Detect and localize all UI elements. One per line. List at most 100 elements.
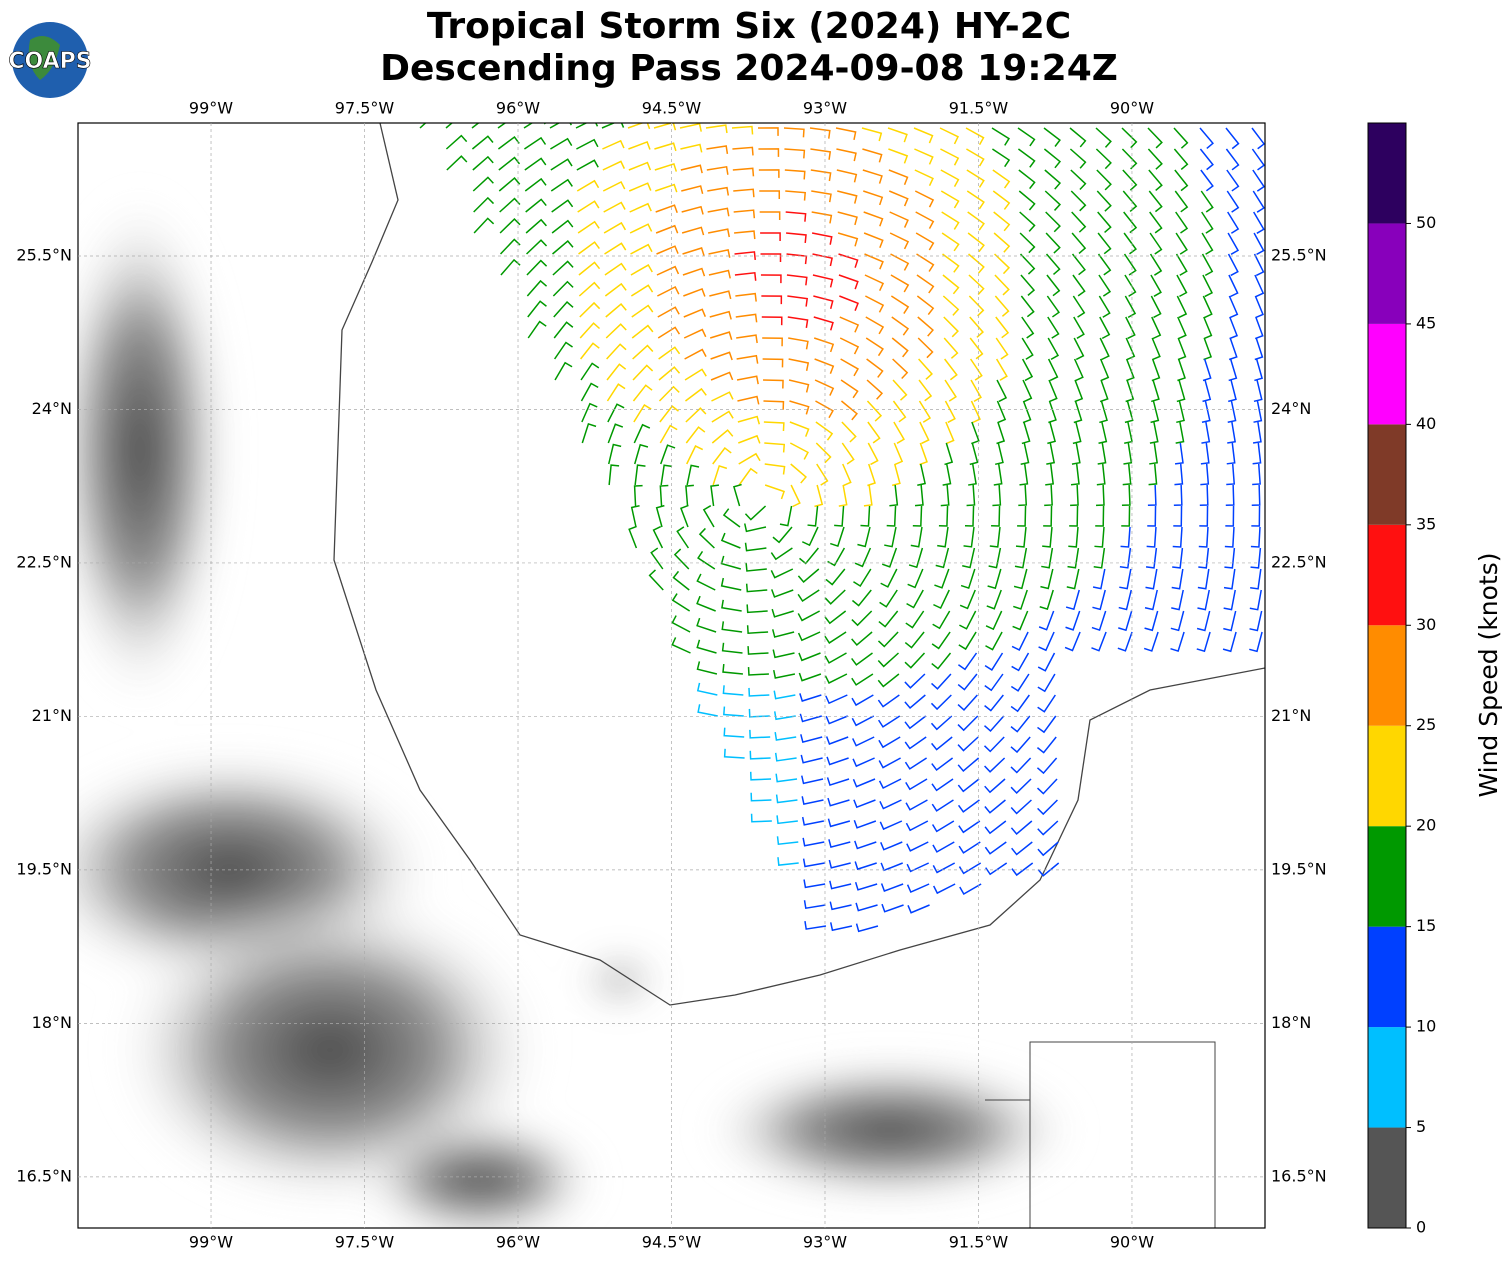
wind-barb xyxy=(1171,589,1184,611)
wind-barb xyxy=(910,526,923,548)
wind-barb xyxy=(1149,442,1159,465)
wind-barb xyxy=(880,841,903,851)
wind-barb xyxy=(943,337,959,359)
wind-barb xyxy=(527,300,547,318)
wind-barb xyxy=(788,379,810,393)
wind-barb xyxy=(1175,232,1188,255)
wind-barb xyxy=(1199,127,1214,150)
wind-barb xyxy=(1120,526,1131,548)
wind-barb xyxy=(1045,232,1061,254)
wind-barb xyxy=(685,387,707,402)
wind-barb xyxy=(697,550,716,570)
colorbar-segment xyxy=(1368,424,1406,525)
wind-barb xyxy=(709,310,732,320)
wind-barb xyxy=(774,752,797,762)
wind-barb xyxy=(1201,253,1214,277)
wind-barb xyxy=(629,202,652,213)
wind-barb xyxy=(958,862,982,875)
wind-barb xyxy=(1097,442,1107,465)
wind-barb xyxy=(760,232,781,242)
wind-barb xyxy=(1249,589,1262,611)
wind-barb xyxy=(829,901,852,911)
wind-barb xyxy=(1037,673,1056,693)
wind-barb xyxy=(1228,274,1239,298)
wind-barb xyxy=(1227,253,1239,277)
wind-barb xyxy=(1174,169,1189,192)
wind-barb xyxy=(816,463,829,486)
wind-barb xyxy=(1123,442,1133,465)
wind-barb xyxy=(607,423,624,444)
wind-barb xyxy=(721,599,742,612)
wind-barb xyxy=(1225,127,1240,150)
colorbar-tick-label: 30 xyxy=(1416,615,1436,634)
wind-barb xyxy=(836,148,857,162)
wind-barb xyxy=(888,190,909,207)
wind-barb xyxy=(877,652,900,668)
wind-barb xyxy=(904,631,925,649)
colorbar-segment xyxy=(1368,223,1406,324)
wind-barb xyxy=(1095,505,1105,527)
wind-barb xyxy=(1066,568,1080,590)
wind-barb xyxy=(905,820,929,832)
wind-barb xyxy=(886,505,897,527)
wind-barb xyxy=(1249,610,1263,632)
wind-barb xyxy=(1124,400,1134,424)
wind-barb xyxy=(706,165,729,175)
x-tick-label: 96°W xyxy=(496,1233,540,1252)
wind-barb xyxy=(1072,295,1086,318)
wind-barb xyxy=(800,734,823,743)
wind-barb xyxy=(1174,190,1189,213)
wind-barb xyxy=(863,232,884,248)
wind-barb xyxy=(1037,799,1058,816)
wind-barb xyxy=(804,921,827,930)
wind-barb xyxy=(802,837,825,847)
wind-barb xyxy=(790,463,807,484)
wind-barb xyxy=(749,750,771,760)
x-tick-label: 90°W xyxy=(1110,99,1154,118)
wind-barb xyxy=(789,421,810,437)
wind-barb xyxy=(1019,232,1036,254)
wind-barb xyxy=(656,265,680,276)
wind-barb xyxy=(957,736,979,752)
wind-barb xyxy=(1121,505,1131,527)
wind-barb xyxy=(1020,274,1036,296)
wind-barb xyxy=(825,736,849,745)
wind-barb xyxy=(711,391,734,402)
x-tick-label: 99°W xyxy=(189,99,233,118)
wind-barb xyxy=(603,201,626,213)
wind-barb xyxy=(749,729,771,739)
wind-barb xyxy=(733,209,756,219)
wind-barb xyxy=(815,442,832,464)
wind-barb xyxy=(1151,379,1160,403)
wind-barb xyxy=(838,484,848,507)
wind-barb xyxy=(671,593,691,612)
wind-barb xyxy=(863,484,873,507)
wind-barb xyxy=(970,379,982,402)
wind-barb xyxy=(1150,400,1160,424)
wind-barb xyxy=(579,322,601,339)
wind-barb xyxy=(1145,547,1158,569)
wind-barb xyxy=(1047,421,1056,445)
wind-barb xyxy=(579,301,601,318)
wind-barb xyxy=(1177,337,1187,361)
wind-barb xyxy=(931,757,954,772)
wind-barb xyxy=(1117,631,1133,652)
wind-barb xyxy=(1097,211,1112,233)
wind-barb xyxy=(758,169,780,178)
wind-barb xyxy=(1200,190,1214,213)
wind-barb xyxy=(707,207,730,217)
wind-barb xyxy=(746,604,768,614)
wind-barb xyxy=(732,146,754,156)
wind-barb xyxy=(836,169,858,183)
wind-barb xyxy=(996,379,1008,403)
wind-barb xyxy=(915,211,935,229)
wind-barb xyxy=(627,123,651,130)
wind-barb xyxy=(710,351,733,361)
wind-barb xyxy=(985,610,1003,631)
wind-barb xyxy=(524,157,547,171)
wind-barb xyxy=(783,127,805,138)
wind-barb xyxy=(988,547,1002,569)
wind-barb xyxy=(1073,358,1084,382)
wind-barb xyxy=(1070,463,1080,486)
wind-barb xyxy=(631,324,654,339)
